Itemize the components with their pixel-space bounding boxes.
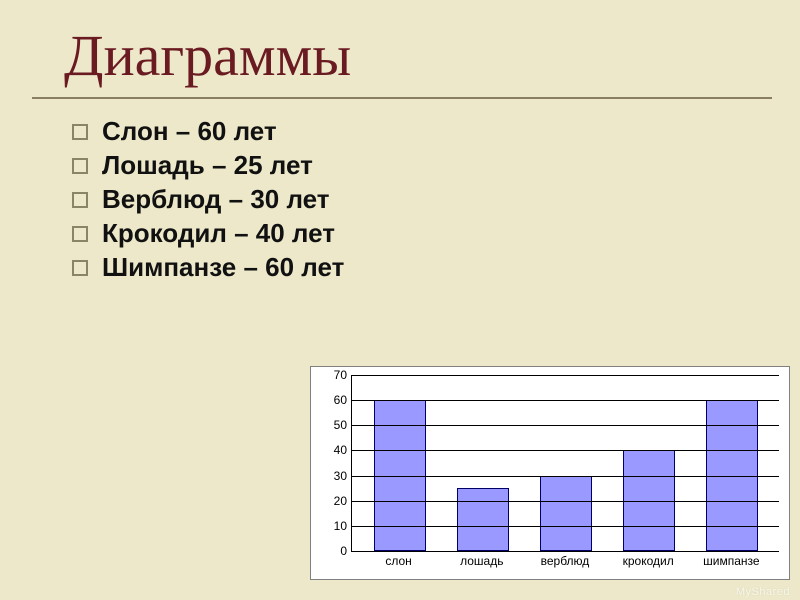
list-item: Крокодил – 40 лет	[72, 218, 800, 249]
grid-line	[352, 425, 779, 426]
list-item-label: Крокодил – 40 лет	[102, 218, 335, 249]
grid-line	[352, 476, 779, 477]
chart-inner: 010203040506070 слонлошадьверблюдкрокоди…	[321, 375, 779, 573]
bar	[540, 476, 592, 551]
grid-line	[352, 375, 779, 376]
grid-line	[352, 501, 779, 502]
y-tick-label: 50	[334, 419, 347, 431]
x-tick-label: верблюд	[535, 551, 595, 573]
plot-wrap: 010203040506070 слонлошадьверблюдкрокоди…	[321, 375, 779, 573]
list-item-label: Лошадь – 25 лет	[102, 150, 313, 181]
y-axis: 010203040506070	[321, 375, 351, 551]
watermark: MyShared	[736, 586, 790, 598]
list-item: Шимпанзе – 60 лет	[72, 252, 800, 283]
y-tick-label: 30	[334, 470, 347, 482]
square-bullet-icon	[72, 158, 88, 174]
square-bullet-icon	[72, 124, 88, 140]
grid-line	[352, 400, 779, 401]
list-item-label: Верблюд – 30 лет	[102, 184, 330, 215]
list-item: Лошадь – 25 лет	[72, 150, 800, 181]
y-tick-label: 20	[334, 495, 347, 507]
x-tick-label: крокодил	[618, 551, 678, 573]
list-item-label: Слон – 60 лет	[102, 116, 277, 147]
y-tick-label: 60	[334, 394, 347, 406]
title-rule	[32, 97, 772, 99]
y-tick-label: 40	[334, 444, 347, 456]
plot-area	[351, 375, 779, 552]
square-bullet-icon	[72, 260, 88, 276]
list-item: Слон – 60 лет	[72, 116, 800, 147]
y-tick-label: 0	[340, 545, 347, 557]
x-tick-label: шимпанзе	[701, 551, 761, 573]
bullet-list: Слон – 60 лет Лошадь – 25 лет Верблюд – …	[0, 109, 800, 283]
bar-chart: 0 10 20 30 40 50 60 70 слон лошадь верблюд крокоди…	[310, 366, 790, 580]
y-tick-label: 70	[334, 369, 347, 381]
x-axis: слон лошадь верблюд крокодил шимпанзе	[351, 551, 779, 573]
y-tick-label: 10	[334, 520, 347, 532]
grid-line	[352, 450, 779, 451]
square-bullet-icon	[72, 226, 88, 242]
bars-container	[352, 375, 779, 551]
grid-line	[352, 526, 779, 527]
list-item-label: Шимпанзе – 60 лет	[102, 252, 344, 283]
list-item: Верблюд – 30 лет	[72, 184, 800, 215]
bar	[457, 488, 509, 551]
page-title: Диаграммы	[0, 0, 800, 97]
x-tick-label: лошадь	[452, 551, 512, 573]
square-bullet-icon	[72, 192, 88, 208]
x-tick-label: слон	[369, 551, 429, 573]
